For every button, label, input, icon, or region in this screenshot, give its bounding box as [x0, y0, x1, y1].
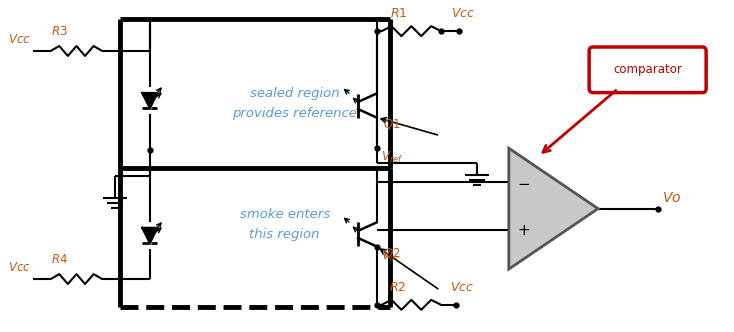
Text: $R1$: $R1$: [390, 7, 407, 20]
Text: provides reference: provides reference: [232, 107, 357, 120]
Text: $Vcc$: $Vcc$: [8, 261, 31, 274]
Text: $R3$: $R3$: [51, 25, 68, 38]
Text: smoke enters: smoke enters: [239, 208, 330, 221]
Text: this region: this region: [250, 228, 320, 241]
Text: comparator: comparator: [613, 63, 682, 76]
Text: $Vcc$: $Vcc$: [450, 281, 474, 294]
Text: $-$: $-$: [517, 175, 530, 190]
Text: $V_{in}$: $V_{in}$: [381, 249, 398, 264]
Text: sealed region: sealed region: [250, 87, 339, 100]
Polygon shape: [142, 228, 158, 243]
Text: $R4$: $R4$: [51, 253, 68, 266]
Text: $+$: $+$: [517, 223, 530, 238]
Text: $Vo$: $Vo$: [661, 191, 681, 205]
Polygon shape: [142, 93, 158, 108]
Text: $R2$: $R2$: [388, 281, 406, 294]
Text: $Vcc$: $Vcc$: [451, 7, 475, 20]
Text: $Q1$: $Q1$: [383, 117, 401, 131]
Text: $V_{ref}$: $V_{ref}$: [381, 150, 403, 165]
FancyBboxPatch shape: [589, 47, 706, 93]
Text: $Vcc$: $Vcc$: [8, 33, 31, 45]
Polygon shape: [509, 148, 598, 269]
Text: $Q2$: $Q2$: [383, 246, 401, 260]
